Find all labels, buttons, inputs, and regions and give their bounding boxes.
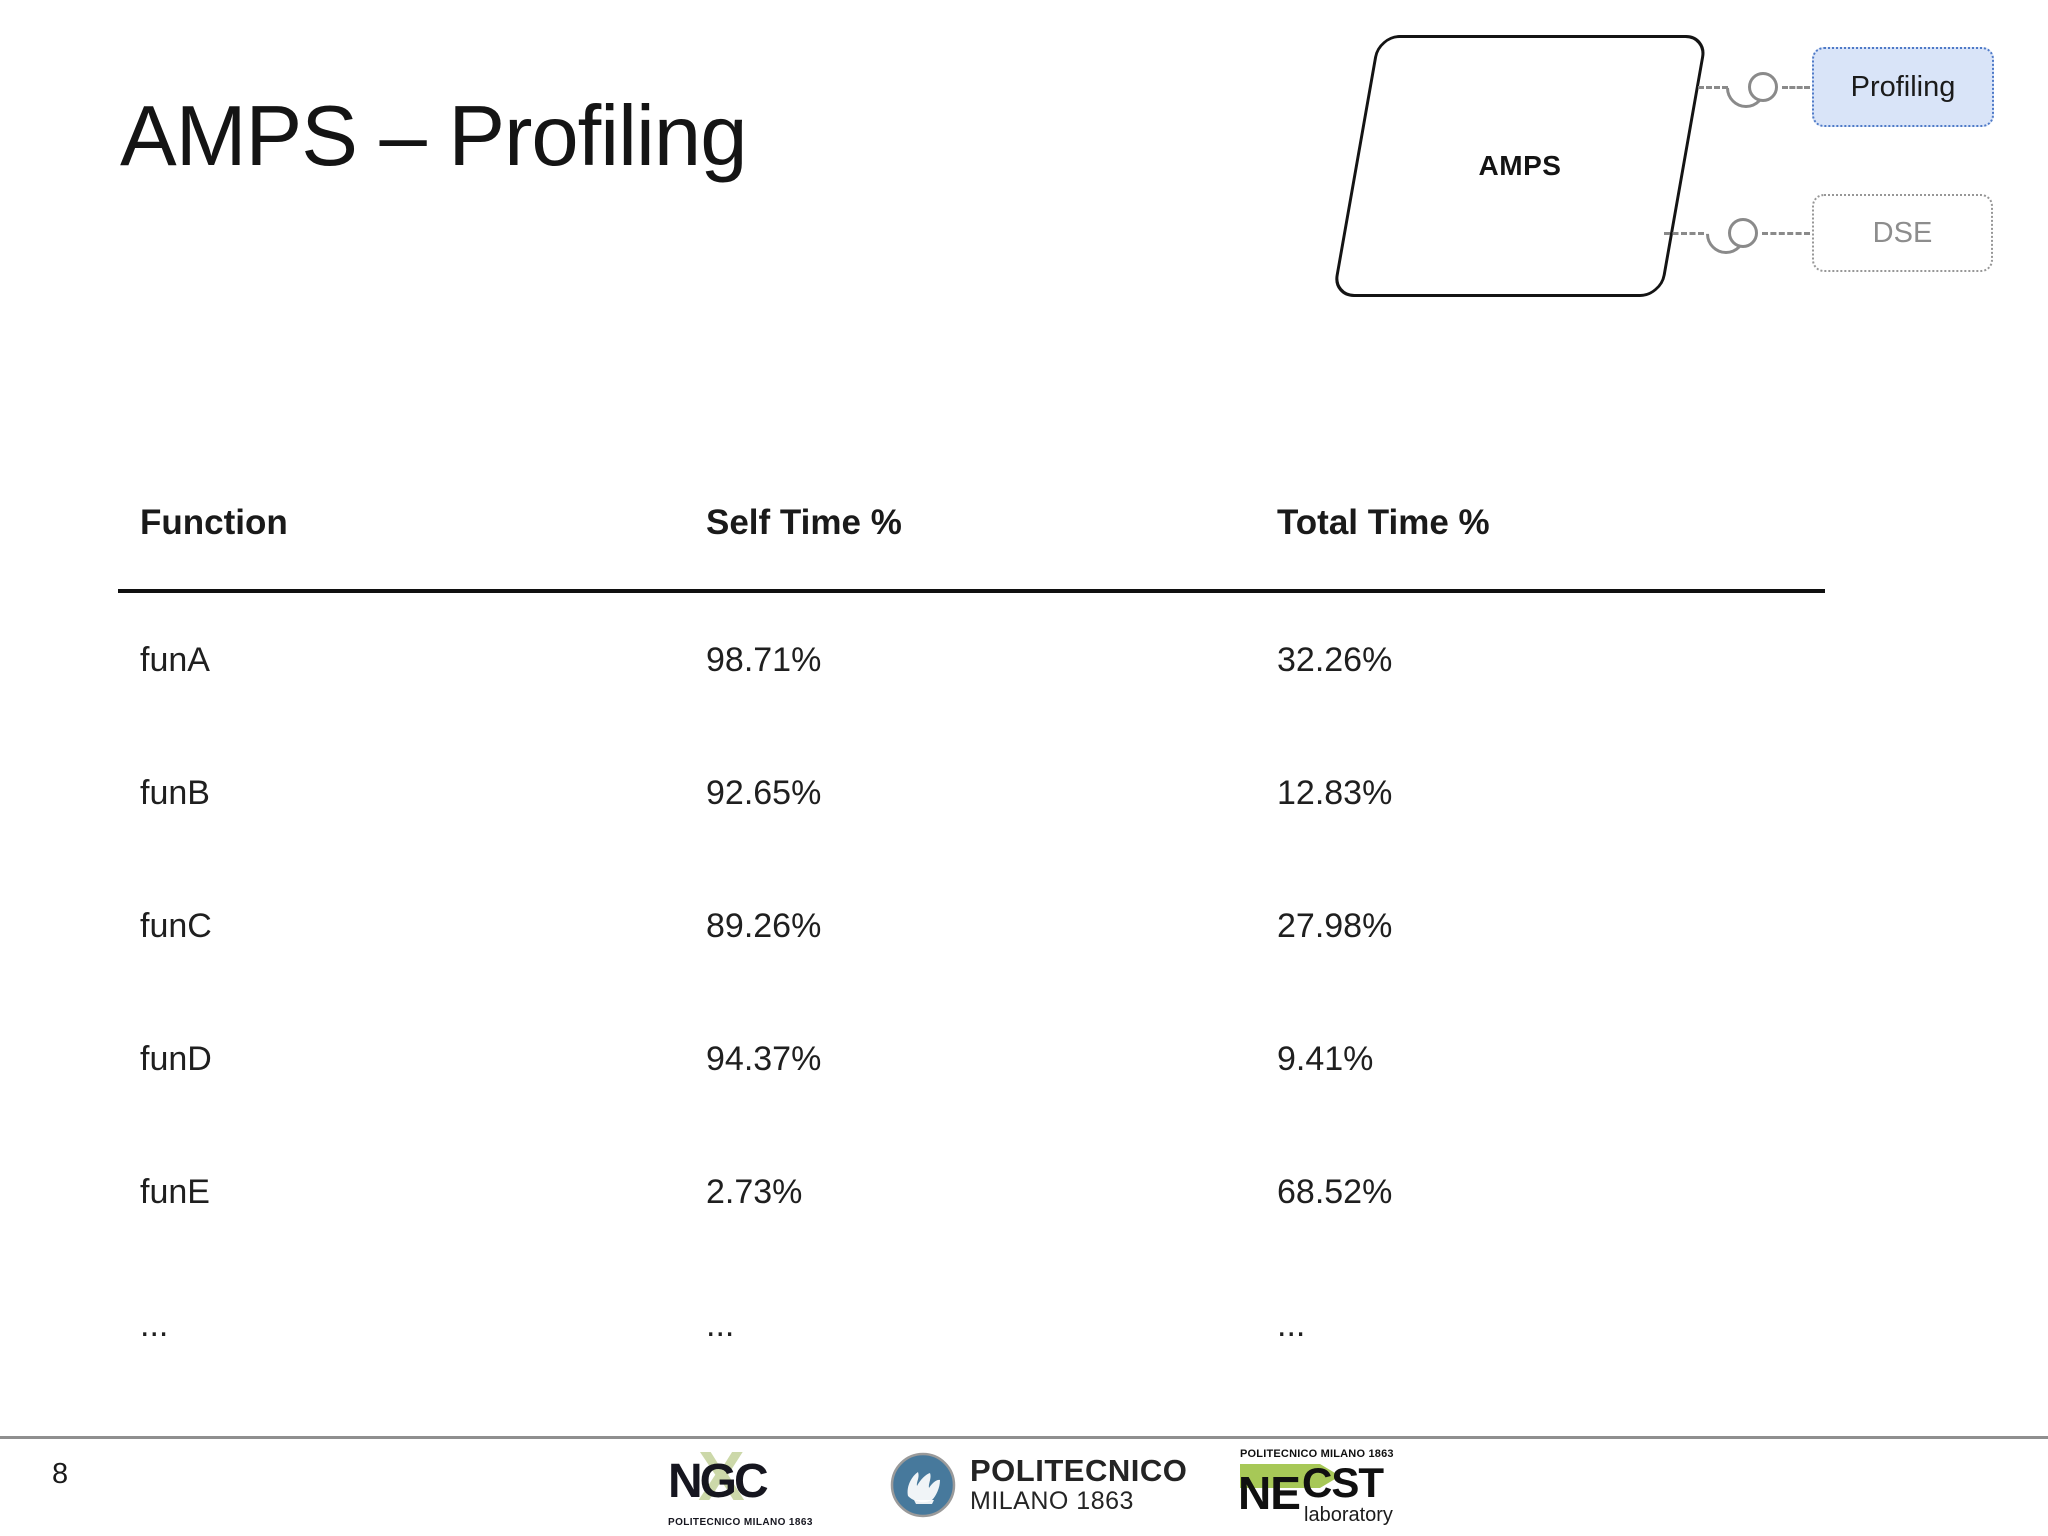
function-cell: ... xyxy=(140,1306,169,1344)
table-row: funB 92.65% 12.83% xyxy=(140,774,1820,908)
self-time-cell: 94.37% xyxy=(706,1040,822,1078)
profiling-button[interactable]: Profiling xyxy=(1812,47,1994,127)
polimi-logo-line2: MILANO 1863 xyxy=(970,1487,1134,1516)
table-header-total-time: Total Time % xyxy=(1277,503,1490,542)
table-body: funA 98.71% 32.26% funB 92.65% 12.83% funC 89.2… xyxy=(140,641,1820,1440)
function-cell: funD xyxy=(140,1040,212,1078)
ngc-logo-text: NGC xyxy=(668,1455,769,1508)
dse-ball-icon xyxy=(1728,218,1758,248)
amps-box-label-wrap: AMPS xyxy=(1355,35,1685,297)
function-cell: funE xyxy=(140,1173,210,1211)
necst-logo-top-text: POLITECNICO MILANO 1863 xyxy=(1240,1448,1394,1460)
profiling-connector-dash-left xyxy=(1698,86,1728,89)
dse-connector-dash-right xyxy=(1762,232,1810,235)
page-number: 8 xyxy=(52,1458,69,1490)
necst-logo-ne: NE xyxy=(1238,1467,1301,1519)
self-time-cell: 2.73% xyxy=(706,1173,803,1211)
necst-logo-cst: CST xyxy=(1302,1459,1384,1506)
self-time-cell: 92.65% xyxy=(706,774,822,812)
ngc-x-mark: X xyxy=(698,1437,745,1515)
table-row: funA 98.71% 32.26% xyxy=(140,641,1820,775)
polimi-seal-icon xyxy=(890,1452,956,1518)
total-time-cell: 12.83% xyxy=(1277,774,1393,812)
polimi-logo-line1: POLITECNICO xyxy=(970,1453,1188,1489)
table-row: funE 2.73% 68.52% xyxy=(140,1173,1820,1307)
self-time-cell: 89.26% xyxy=(706,907,822,945)
polimi-logo: POLITECNICO MILANO 1863 xyxy=(890,1452,1187,1518)
amps-box-label: AMPS xyxy=(1478,150,1562,181)
total-time-cell: 68.52% xyxy=(1277,1173,1393,1211)
dse-button[interactable]: DSE xyxy=(1812,194,1993,272)
total-time-cell: ... xyxy=(1277,1306,1306,1344)
function-cell: funA xyxy=(140,641,210,679)
necst-logo: POLITECNICO MILANO 1863 NE CST laborator… xyxy=(1238,1448,1408,1530)
necst-flag-icon xyxy=(1240,1464,1340,1488)
ngc-logo: X NGC POLITECNICO MILANO 1863 xyxy=(668,1437,812,1528)
footer-divider xyxy=(0,1436,2048,1439)
self-time-cell: ... xyxy=(706,1306,735,1344)
table-header-function: Function xyxy=(140,503,288,542)
table-row: funD 94.37% 9.41% xyxy=(140,1040,1820,1174)
table-row: ......... xyxy=(140,1306,1820,1440)
table-header-rule xyxy=(118,589,1825,593)
profiling-ball-icon xyxy=(1748,72,1778,102)
necst-logo-laboratory: laboratory xyxy=(1304,1504,1393,1526)
table-row: funC 89.26% 27.98% xyxy=(140,907,1820,1041)
function-cell: funC xyxy=(140,907,212,945)
total-time-cell: 27.98% xyxy=(1277,907,1393,945)
table-header-row: Function Self Time % Total Time % xyxy=(140,503,1820,543)
ngc-logo-subtext: POLITECNICO MILANO 1863 xyxy=(668,1517,813,1528)
total-time-cell: 9.41% xyxy=(1277,1040,1374,1078)
table-header-self-time: Self Time % xyxy=(706,503,902,542)
dse-connector-dash-left xyxy=(1664,232,1704,235)
self-time-cell: 98.71% xyxy=(706,641,822,679)
slide-title: AMPS – Profiling xyxy=(120,89,747,184)
total-time-cell: 32.26% xyxy=(1277,641,1393,679)
profiling-connector-dash-right xyxy=(1782,86,1810,89)
function-cell: funB xyxy=(140,774,210,812)
